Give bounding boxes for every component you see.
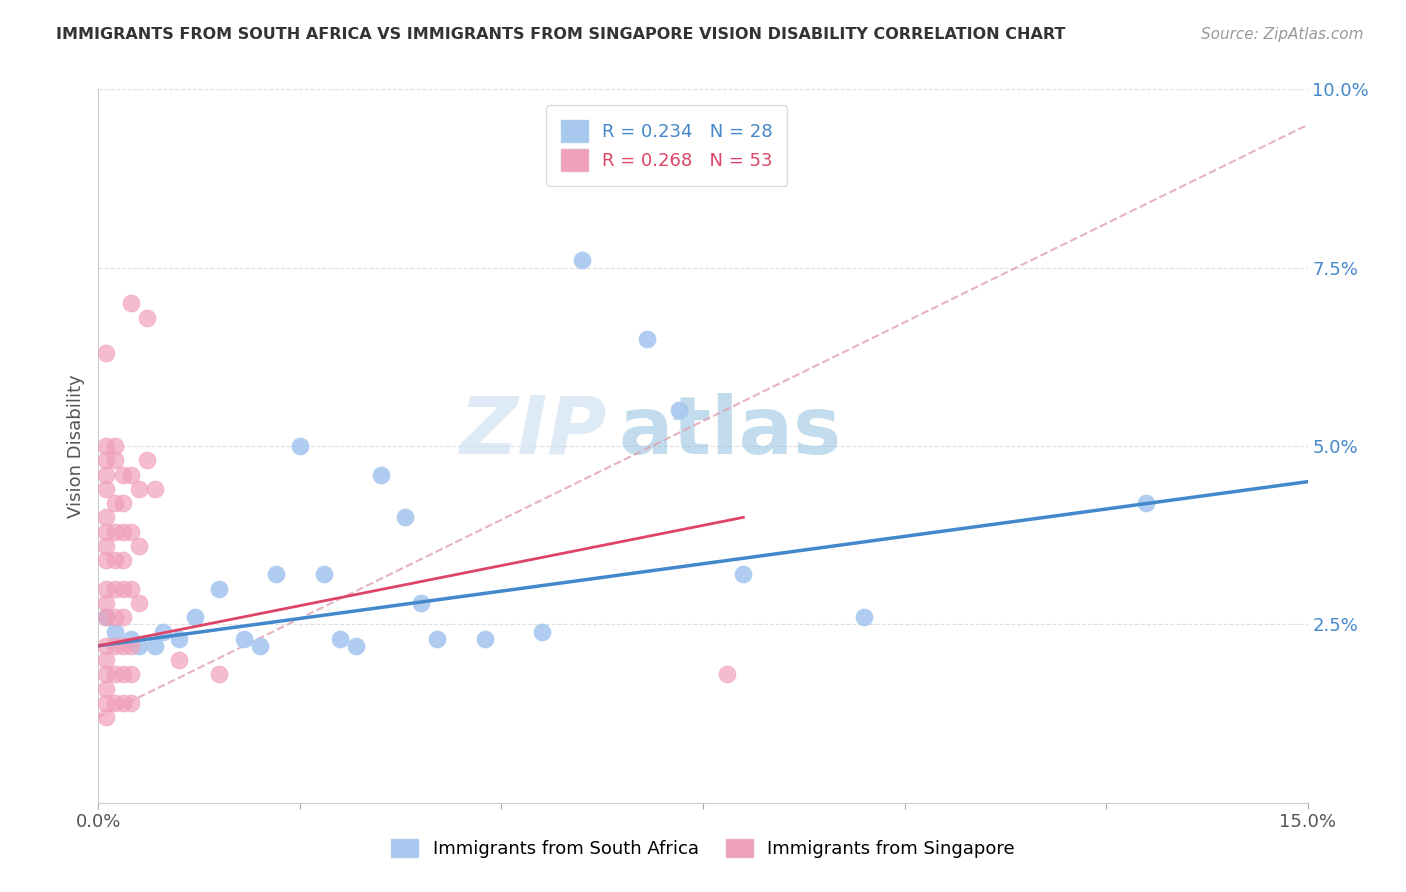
Point — [167, 653, 190, 667]
Point — [96, 467, 118, 482]
Point — [329, 632, 352, 646]
Point — [152, 624, 174, 639]
Point — [167, 632, 190, 646]
Point — [409, 596, 432, 610]
Point — [96, 696, 118, 710]
Point — [96, 653, 118, 667]
Point — [474, 632, 496, 646]
Point — [636, 332, 658, 346]
Point — [184, 610, 207, 624]
Point — [103, 610, 125, 624]
Point — [96, 510, 118, 524]
Point — [128, 596, 150, 610]
Point — [103, 524, 125, 539]
Text: ZIP: ZIP — [458, 392, 606, 471]
Point — [128, 539, 150, 553]
Point — [120, 632, 142, 646]
Point — [264, 567, 287, 582]
Point — [120, 639, 142, 653]
Point — [716, 667, 738, 681]
Point — [103, 496, 125, 510]
Point — [120, 296, 142, 310]
Point — [96, 582, 118, 596]
Point — [120, 524, 142, 539]
Point — [103, 582, 125, 596]
Point — [103, 696, 125, 710]
Point — [96, 553, 118, 567]
Text: atlas: atlas — [619, 392, 841, 471]
Point — [96, 667, 118, 681]
Point — [96, 539, 118, 553]
Point — [232, 632, 254, 646]
Point — [208, 667, 231, 681]
Point — [111, 610, 134, 624]
Point — [208, 582, 231, 596]
Point — [426, 632, 449, 646]
Point — [853, 610, 876, 624]
Point — [111, 524, 134, 539]
Point — [103, 439, 125, 453]
Point — [111, 667, 134, 681]
Point — [143, 639, 166, 653]
Point — [96, 610, 118, 624]
Point — [1135, 496, 1157, 510]
Point — [571, 253, 593, 268]
Y-axis label: Vision Disability: Vision Disability — [66, 374, 84, 518]
Point — [120, 696, 142, 710]
Point — [249, 639, 271, 653]
Point — [120, 582, 142, 596]
Point — [103, 453, 125, 467]
Point — [103, 553, 125, 567]
Point — [530, 624, 553, 639]
Point — [120, 467, 142, 482]
Point — [103, 639, 125, 653]
Point — [111, 582, 134, 596]
Point — [111, 696, 134, 710]
Point — [96, 482, 118, 496]
Point — [96, 681, 118, 696]
Text: Source: ZipAtlas.com: Source: ZipAtlas.com — [1201, 27, 1364, 42]
Point — [135, 310, 157, 325]
Point — [103, 624, 125, 639]
Point — [128, 639, 150, 653]
Point — [103, 667, 125, 681]
Point — [314, 567, 336, 582]
Legend: R = 0.234   N = 28, R = 0.268   N = 53: R = 0.234 N = 28, R = 0.268 N = 53 — [546, 105, 787, 186]
Point — [288, 439, 311, 453]
Point — [96, 453, 118, 467]
Point — [96, 346, 118, 360]
Point — [394, 510, 416, 524]
Point — [96, 596, 118, 610]
Point — [111, 496, 134, 510]
Point — [120, 667, 142, 681]
Point — [96, 524, 118, 539]
Point — [344, 639, 367, 653]
Point — [96, 439, 118, 453]
Point — [96, 610, 118, 624]
Point — [111, 639, 134, 653]
Point — [143, 482, 166, 496]
Legend: Immigrants from South Africa, Immigrants from Singapore: Immigrants from South Africa, Immigrants… — [384, 831, 1022, 865]
Point — [111, 467, 134, 482]
Point — [96, 639, 118, 653]
Point — [733, 567, 755, 582]
Point — [96, 710, 118, 724]
Point — [370, 467, 392, 482]
Point — [111, 553, 134, 567]
Text: IMMIGRANTS FROM SOUTH AFRICA VS IMMIGRANTS FROM SINGAPORE VISION DISABILITY CORR: IMMIGRANTS FROM SOUTH AFRICA VS IMMIGRAN… — [56, 27, 1066, 42]
Point — [128, 482, 150, 496]
Point — [668, 403, 690, 417]
Point — [135, 453, 157, 467]
